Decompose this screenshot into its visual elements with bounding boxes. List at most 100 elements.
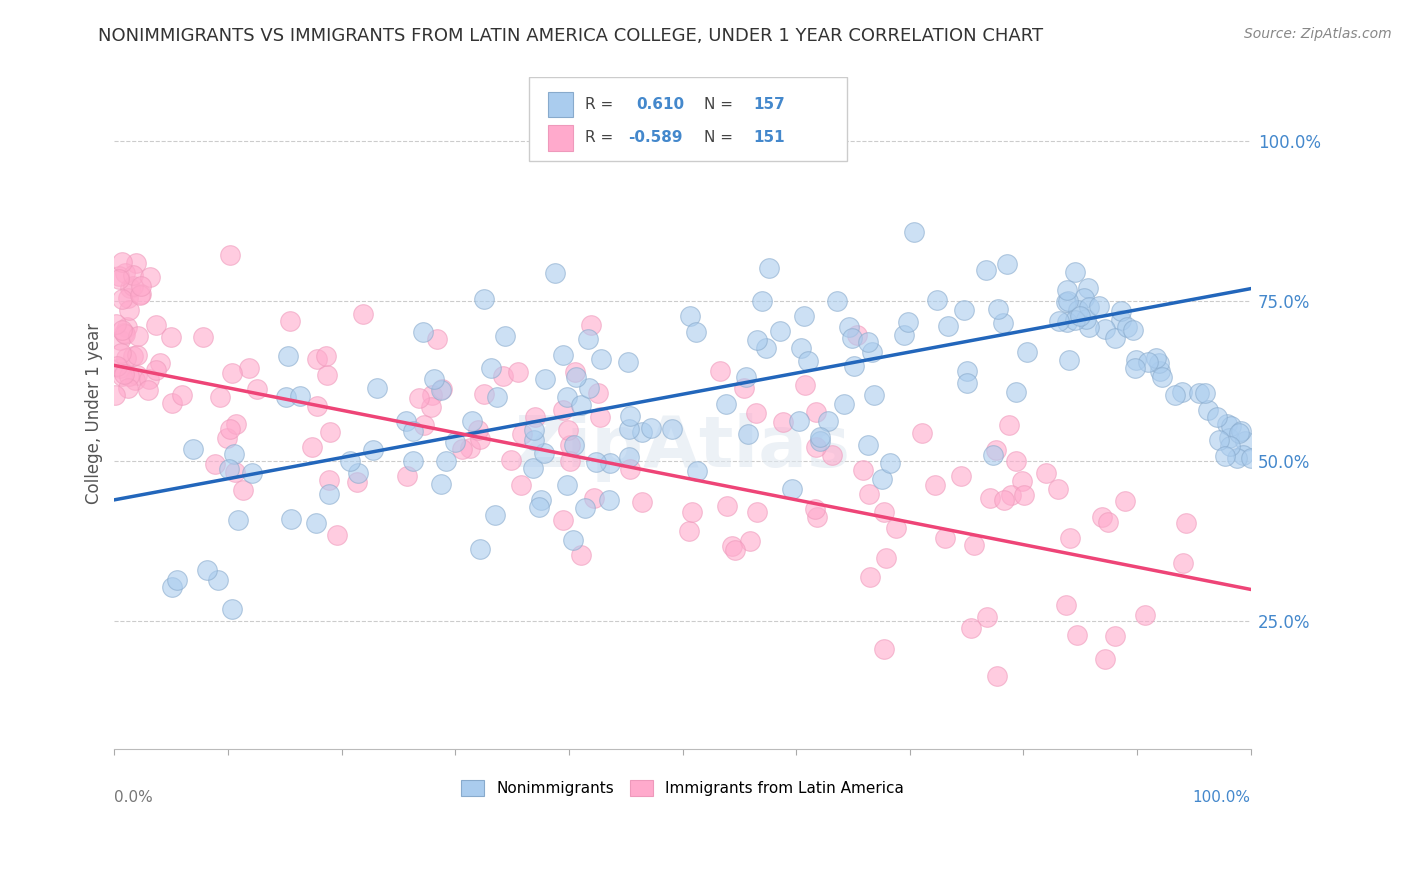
- Point: [772, 415, 794, 429]
- Point: [724, 543, 747, 558]
- Point: [585, 455, 607, 469]
- Point: [860, 344, 883, 359]
- Point: [468, 542, 491, 557]
- Point: [873, 641, 896, 656]
- Point: [484, 508, 506, 522]
- Point: [1171, 384, 1194, 399]
- Point: [318, 473, 340, 487]
- Point: [859, 570, 882, 584]
- Point: [1218, 431, 1240, 445]
- Point: [630, 494, 652, 508]
- Point: [238, 361, 260, 376]
- Text: N =: N =: [704, 130, 733, 145]
- Y-axis label: College, Under 1 year: College, Under 1 year: [86, 323, 103, 504]
- Point: [1197, 403, 1219, 417]
- Point: [991, 316, 1014, 330]
- Point: [218, 422, 240, 436]
- Point: [1104, 330, 1126, 344]
- Point: [352, 307, 374, 321]
- Point: [346, 475, 368, 489]
- Point: [125, 368, 148, 382]
- Point: [817, 414, 839, 428]
- Point: [395, 469, 418, 483]
- Point: [224, 447, 246, 461]
- Point: [129, 287, 152, 301]
- Point: [305, 351, 328, 366]
- Point: [104, 318, 127, 332]
- Point: [506, 365, 529, 379]
- Point: [277, 349, 299, 363]
- Point: [1076, 311, 1098, 326]
- Point: [589, 352, 612, 367]
- Point: [124, 373, 146, 387]
- Point: [716, 396, 738, 410]
- Point: [661, 422, 683, 436]
- Point: [1077, 280, 1099, 294]
- Point: [804, 405, 827, 419]
- Point: [544, 266, 567, 280]
- Point: [434, 454, 457, 468]
- Point: [224, 465, 246, 479]
- Point: [494, 329, 516, 343]
- Text: R =: R =: [585, 97, 613, 112]
- Point: [981, 448, 1004, 462]
- Point: [1000, 488, 1022, 502]
- Point: [640, 420, 662, 434]
- Text: NONIMMIGRANTS VS IMMIGRANTS FROM LATIN AMERICA COLLEGE, UNDER 1 YEAR CORRELATION: NONIMMIGRANTS VS IMMIGRANTS FROM LATIN A…: [98, 27, 1043, 45]
- Point: [138, 372, 160, 386]
- Point: [841, 331, 863, 345]
- Point: [492, 369, 515, 384]
- Point: [509, 477, 531, 491]
- Point: [875, 550, 897, 565]
- Point: [111, 292, 134, 306]
- Point: [108, 334, 131, 348]
- Point: [160, 329, 183, 343]
- Point: [1035, 466, 1057, 480]
- Point: [127, 329, 149, 343]
- Point: [104, 388, 127, 402]
- Point: [924, 478, 946, 492]
- Point: [747, 505, 769, 519]
- Point: [758, 261, 780, 276]
- Point: [617, 355, 640, 369]
- Point: [1069, 309, 1091, 323]
- Point: [117, 381, 139, 395]
- Point: [419, 400, 441, 414]
- Point: [1125, 353, 1147, 368]
- Point: [821, 448, 844, 462]
- Point: [884, 521, 907, 535]
- Point: [1077, 300, 1099, 314]
- Point: [685, 325, 707, 339]
- Point: [451, 442, 474, 456]
- Point: [960, 621, 983, 635]
- Point: [737, 426, 759, 441]
- Point: [555, 390, 578, 404]
- Point: [149, 356, 172, 370]
- Point: [681, 505, 703, 519]
- Point: [564, 365, 586, 379]
- Point: [927, 293, 949, 307]
- Point: [145, 318, 167, 332]
- Point: [838, 320, 860, 334]
- Point: [232, 483, 254, 498]
- Point: [219, 248, 242, 262]
- Point: [115, 351, 138, 365]
- Point: [195, 563, 218, 577]
- Point: [117, 291, 139, 305]
- Point: [1149, 364, 1171, 378]
- Point: [533, 446, 555, 460]
- Point: [558, 438, 581, 452]
- Point: [950, 469, 973, 483]
- Point: [138, 269, 160, 284]
- Point: [1133, 608, 1156, 623]
- FancyBboxPatch shape: [529, 78, 848, 161]
- Point: [806, 510, 828, 524]
- Point: [751, 294, 773, 309]
- Point: [413, 417, 436, 432]
- Point: [976, 610, 998, 624]
- Point: [472, 386, 495, 401]
- Point: [136, 384, 159, 398]
- Point: [993, 493, 1015, 508]
- Point: [1114, 494, 1136, 508]
- Point: [936, 318, 959, 333]
